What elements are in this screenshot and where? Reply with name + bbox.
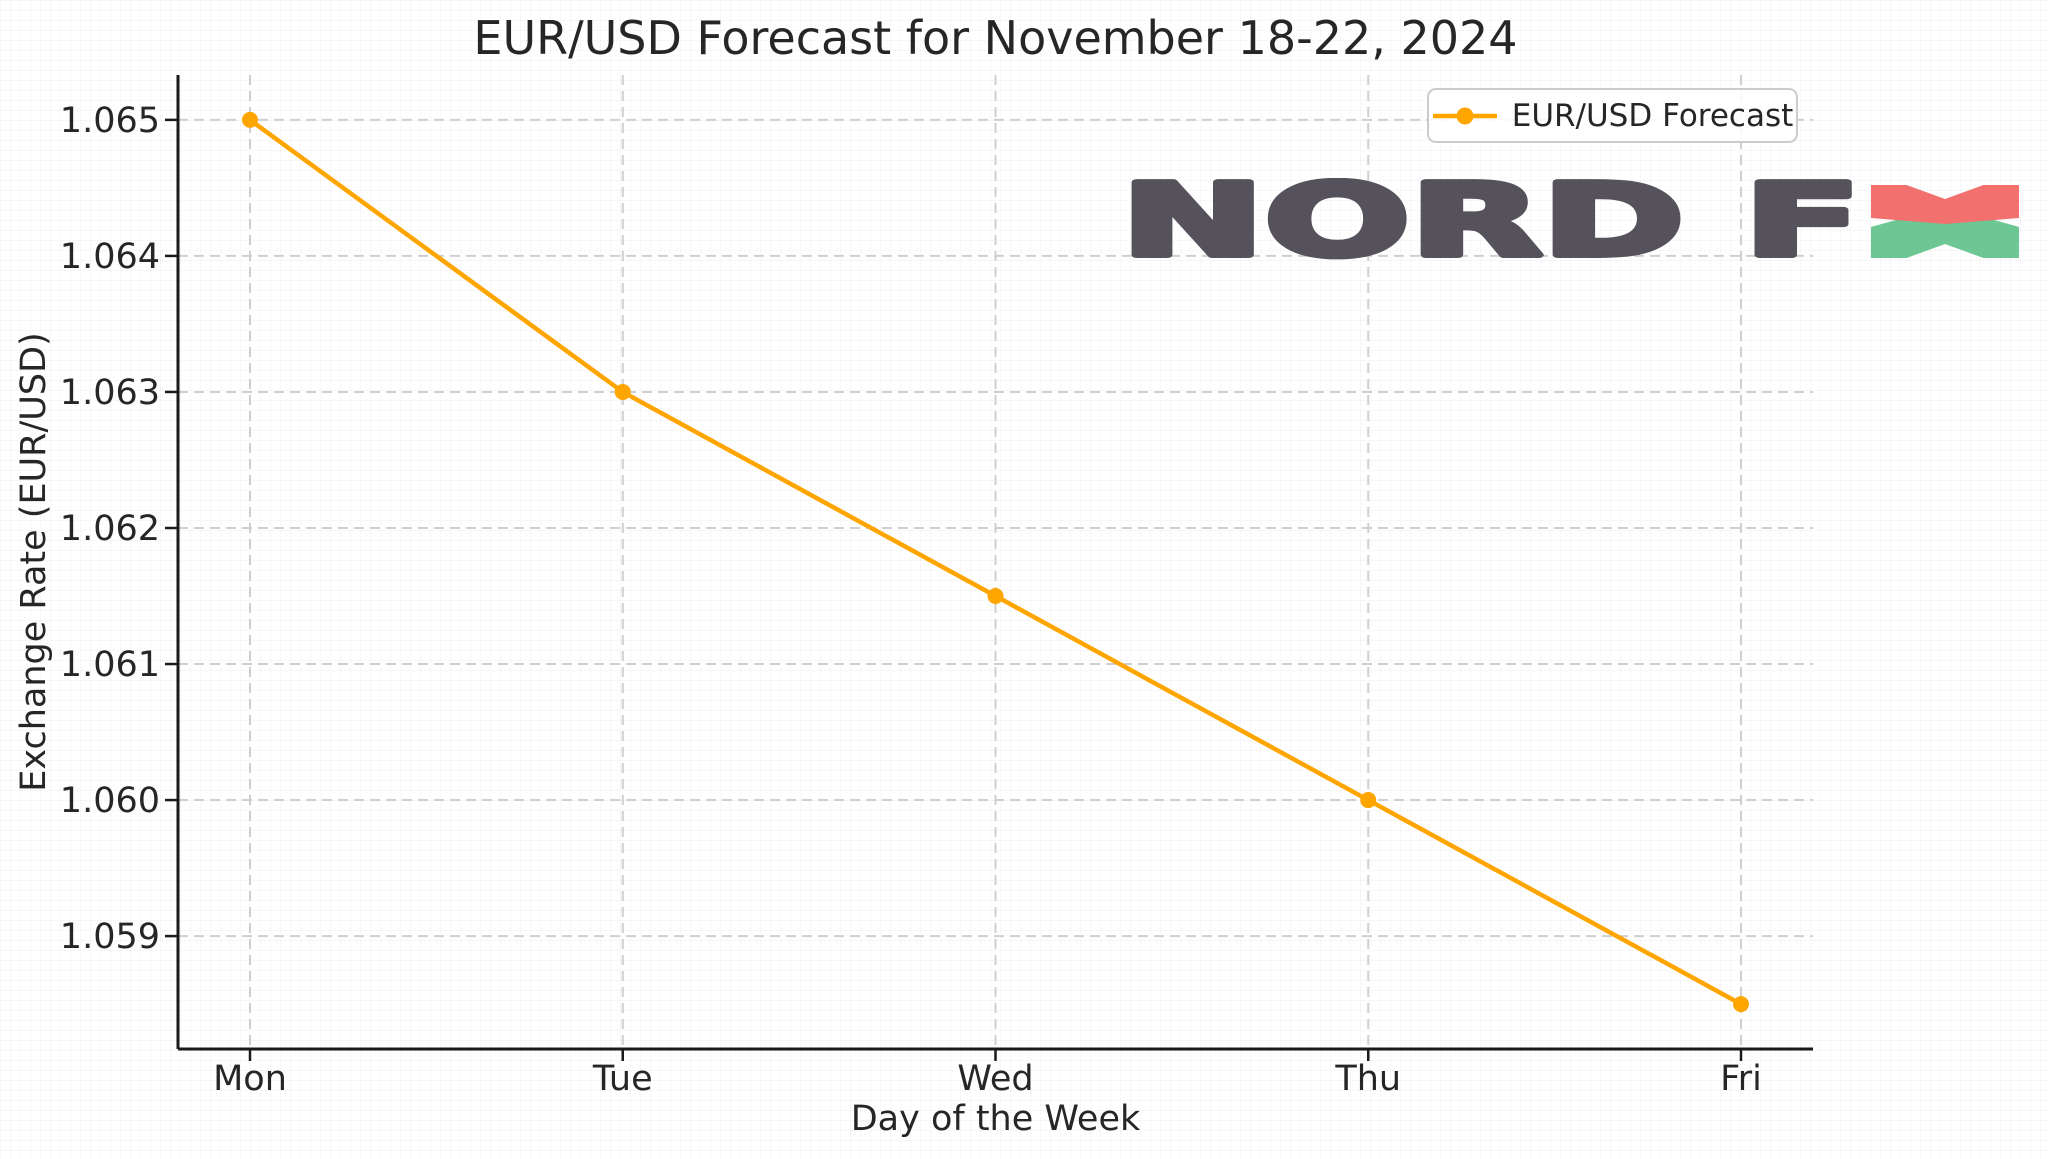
y-tick-label: 1.063 bbox=[60, 373, 160, 413]
y-tick-label: 1.064 bbox=[60, 237, 160, 277]
x-tick-label: Tue bbox=[592, 1059, 653, 1099]
data-point-marker bbox=[987, 588, 1004, 605]
nordfx-logo-graphic: NORD F bbox=[1118, 178, 2019, 260]
x-tick-label: Fri bbox=[1720, 1059, 1762, 1099]
y-tick-label: 1.065 bbox=[60, 101, 160, 141]
y-axis-label: Exchange Rate (EUR/USD) bbox=[14, 332, 54, 792]
data-point-marker bbox=[614, 383, 631, 400]
y-tick-label: 1.059 bbox=[60, 917, 160, 957]
chart-title: EUR/USD Forecast for November 18-22, 202… bbox=[473, 11, 1518, 65]
legend: EUR/USD Forecast bbox=[1427, 88, 1798, 143]
x-tick-label: Wed bbox=[957, 1059, 1033, 1099]
data-point-marker bbox=[242, 111, 258, 128]
y-tick-label: 1.060 bbox=[60, 781, 160, 821]
logo-x-top-chevron-icon bbox=[1871, 185, 2019, 224]
x-tick-label: Mon bbox=[213, 1059, 287, 1099]
data-point-marker bbox=[1733, 996, 1749, 1013]
legend-label: EUR/USD Forecast bbox=[1511, 97, 1794, 134]
x-tick-label: Thu bbox=[1334, 1059, 1401, 1099]
y-tick-label: 1.062 bbox=[60, 509, 160, 549]
legend-line-marker-icon bbox=[1432, 107, 1497, 124]
nordfx-logo: NORD F bbox=[1118, 178, 2023, 260]
y-tick-label: 1.061 bbox=[60, 645, 160, 685]
x-axis-label: Day of the Week bbox=[850, 1099, 1141, 1139]
data-point-marker bbox=[1360, 792, 1377, 809]
logo-text: NORD F bbox=[1121, 178, 1861, 260]
